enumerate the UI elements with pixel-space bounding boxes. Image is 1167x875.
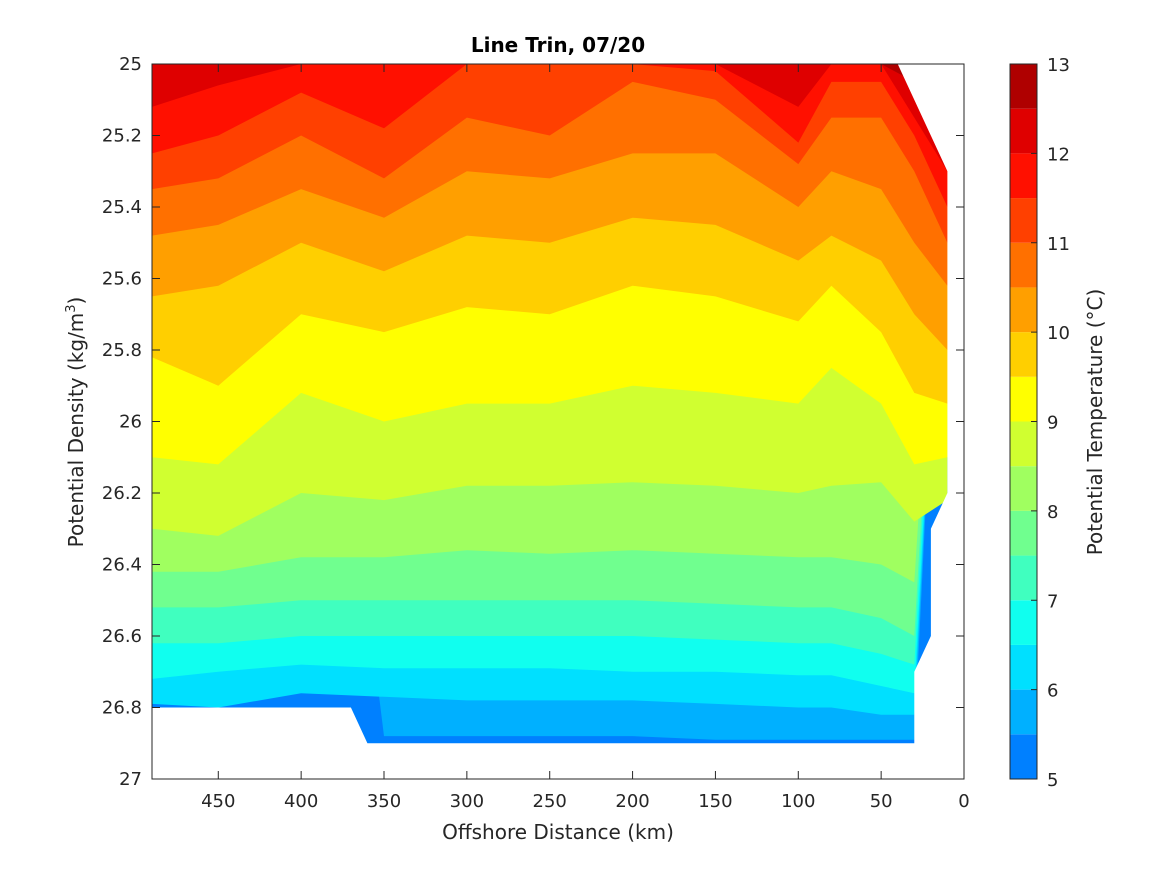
colorbar-segment bbox=[1010, 734, 1037, 779]
contour-bands bbox=[152, 64, 964, 779]
colorbar-segment bbox=[1010, 64, 1037, 109]
colorbar-segment bbox=[1010, 332, 1037, 377]
x-tick-label: 350 bbox=[367, 791, 401, 812]
colorbar-segment bbox=[1010, 466, 1037, 511]
no-data-mask bbox=[152, 64, 964, 779]
y-tick-label: 25.8 bbox=[102, 340, 142, 361]
colorbar-tick-label: 8 bbox=[1047, 502, 1058, 523]
colorbar-tick-label: 12 bbox=[1047, 144, 1070, 165]
colorbar bbox=[1009, 63, 1038, 780]
x-tick-label: 150 bbox=[698, 791, 732, 812]
colorbar-segment bbox=[1010, 287, 1037, 333]
colorbar-tick-label: 13 bbox=[1047, 55, 1070, 76]
colorbar-tick-label: 9 bbox=[1047, 413, 1058, 434]
colorbar-segment bbox=[1010, 510, 1037, 556]
x-tick-label: 400 bbox=[284, 791, 318, 812]
colorbar-segment bbox=[1010, 153, 1037, 199]
y-axis-label-main: Potential Density (kg/m bbox=[64, 313, 88, 548]
colorbar-segment bbox=[1010, 108, 1037, 154]
y-axis-label: Potential Density (kg/m3) bbox=[64, 297, 88, 548]
y-axis-label-superscript: 3 bbox=[64, 304, 79, 312]
band-12 bbox=[152, 64, 948, 172]
colorbar-segment bbox=[1010, 376, 1037, 422]
colorbar-tick-label: 10 bbox=[1047, 323, 1070, 344]
colorbar-tick-label: 5 bbox=[1047, 770, 1058, 791]
colorbar-tick-label: 7 bbox=[1047, 591, 1058, 612]
band-11.5 bbox=[152, 64, 948, 207]
y-tick-label: 25.4 bbox=[102, 197, 142, 218]
colorbar-tick-label: 6 bbox=[1047, 681, 1058, 702]
y-tick-label: 27 bbox=[119, 769, 142, 790]
colorbar-axis: 13 12 11 10 9 8 7 6 5 bbox=[1031, 55, 1070, 791]
x-tick-label: 0 bbox=[958, 791, 969, 812]
y-tick-label: 25.2 bbox=[102, 126, 142, 147]
x-tick-label: 450 bbox=[201, 791, 235, 812]
y-axis: 25 25.2 25.4 25.6 25.8 26 26.2 26.4 26.6 26.8 27 bbox=[102, 54, 964, 790]
colorbar-segment bbox=[1010, 242, 1037, 288]
y-tick-label: 26 bbox=[119, 412, 142, 433]
colorbar-label: Potential Temperature (°C) bbox=[1083, 289, 1107, 556]
y-tick-label: 25 bbox=[119, 54, 142, 75]
colorbar-tick-label: 11 bbox=[1047, 234, 1070, 255]
y-axis-label-end: ) bbox=[64, 297, 88, 305]
colorbar-segment bbox=[1010, 600, 1037, 645]
x-tick-label: 250 bbox=[533, 791, 567, 812]
y-tick-label: 26.2 bbox=[102, 483, 142, 504]
y-tick-label: 25.6 bbox=[102, 269, 142, 290]
plot-area bbox=[151, 63, 965, 780]
colorbar-segment bbox=[1010, 644, 1037, 690]
x-tick-label: 300 bbox=[450, 791, 484, 812]
chart-title: Line Trin, 07/20 bbox=[471, 33, 645, 57]
x-tick-label: 200 bbox=[615, 791, 649, 812]
x-axis: 450 400 350 300 250 200 150 100 50 0 bbox=[201, 64, 970, 812]
y-tick-label: 26.6 bbox=[102, 626, 142, 647]
colorbar-segment bbox=[1010, 689, 1037, 735]
y-tick-label: 26.4 bbox=[102, 555, 142, 576]
colorbar-segment bbox=[1010, 198, 1037, 243]
colorbar-segment bbox=[1010, 421, 1037, 467]
y-tick-label: 26.8 bbox=[102, 698, 142, 719]
x-tick-label: 50 bbox=[870, 791, 893, 812]
x-axis-label: Offshore Distance (km) bbox=[442, 820, 674, 844]
colorbar-segment bbox=[1010, 555, 1037, 601]
x-tick-label: 100 bbox=[781, 791, 815, 812]
